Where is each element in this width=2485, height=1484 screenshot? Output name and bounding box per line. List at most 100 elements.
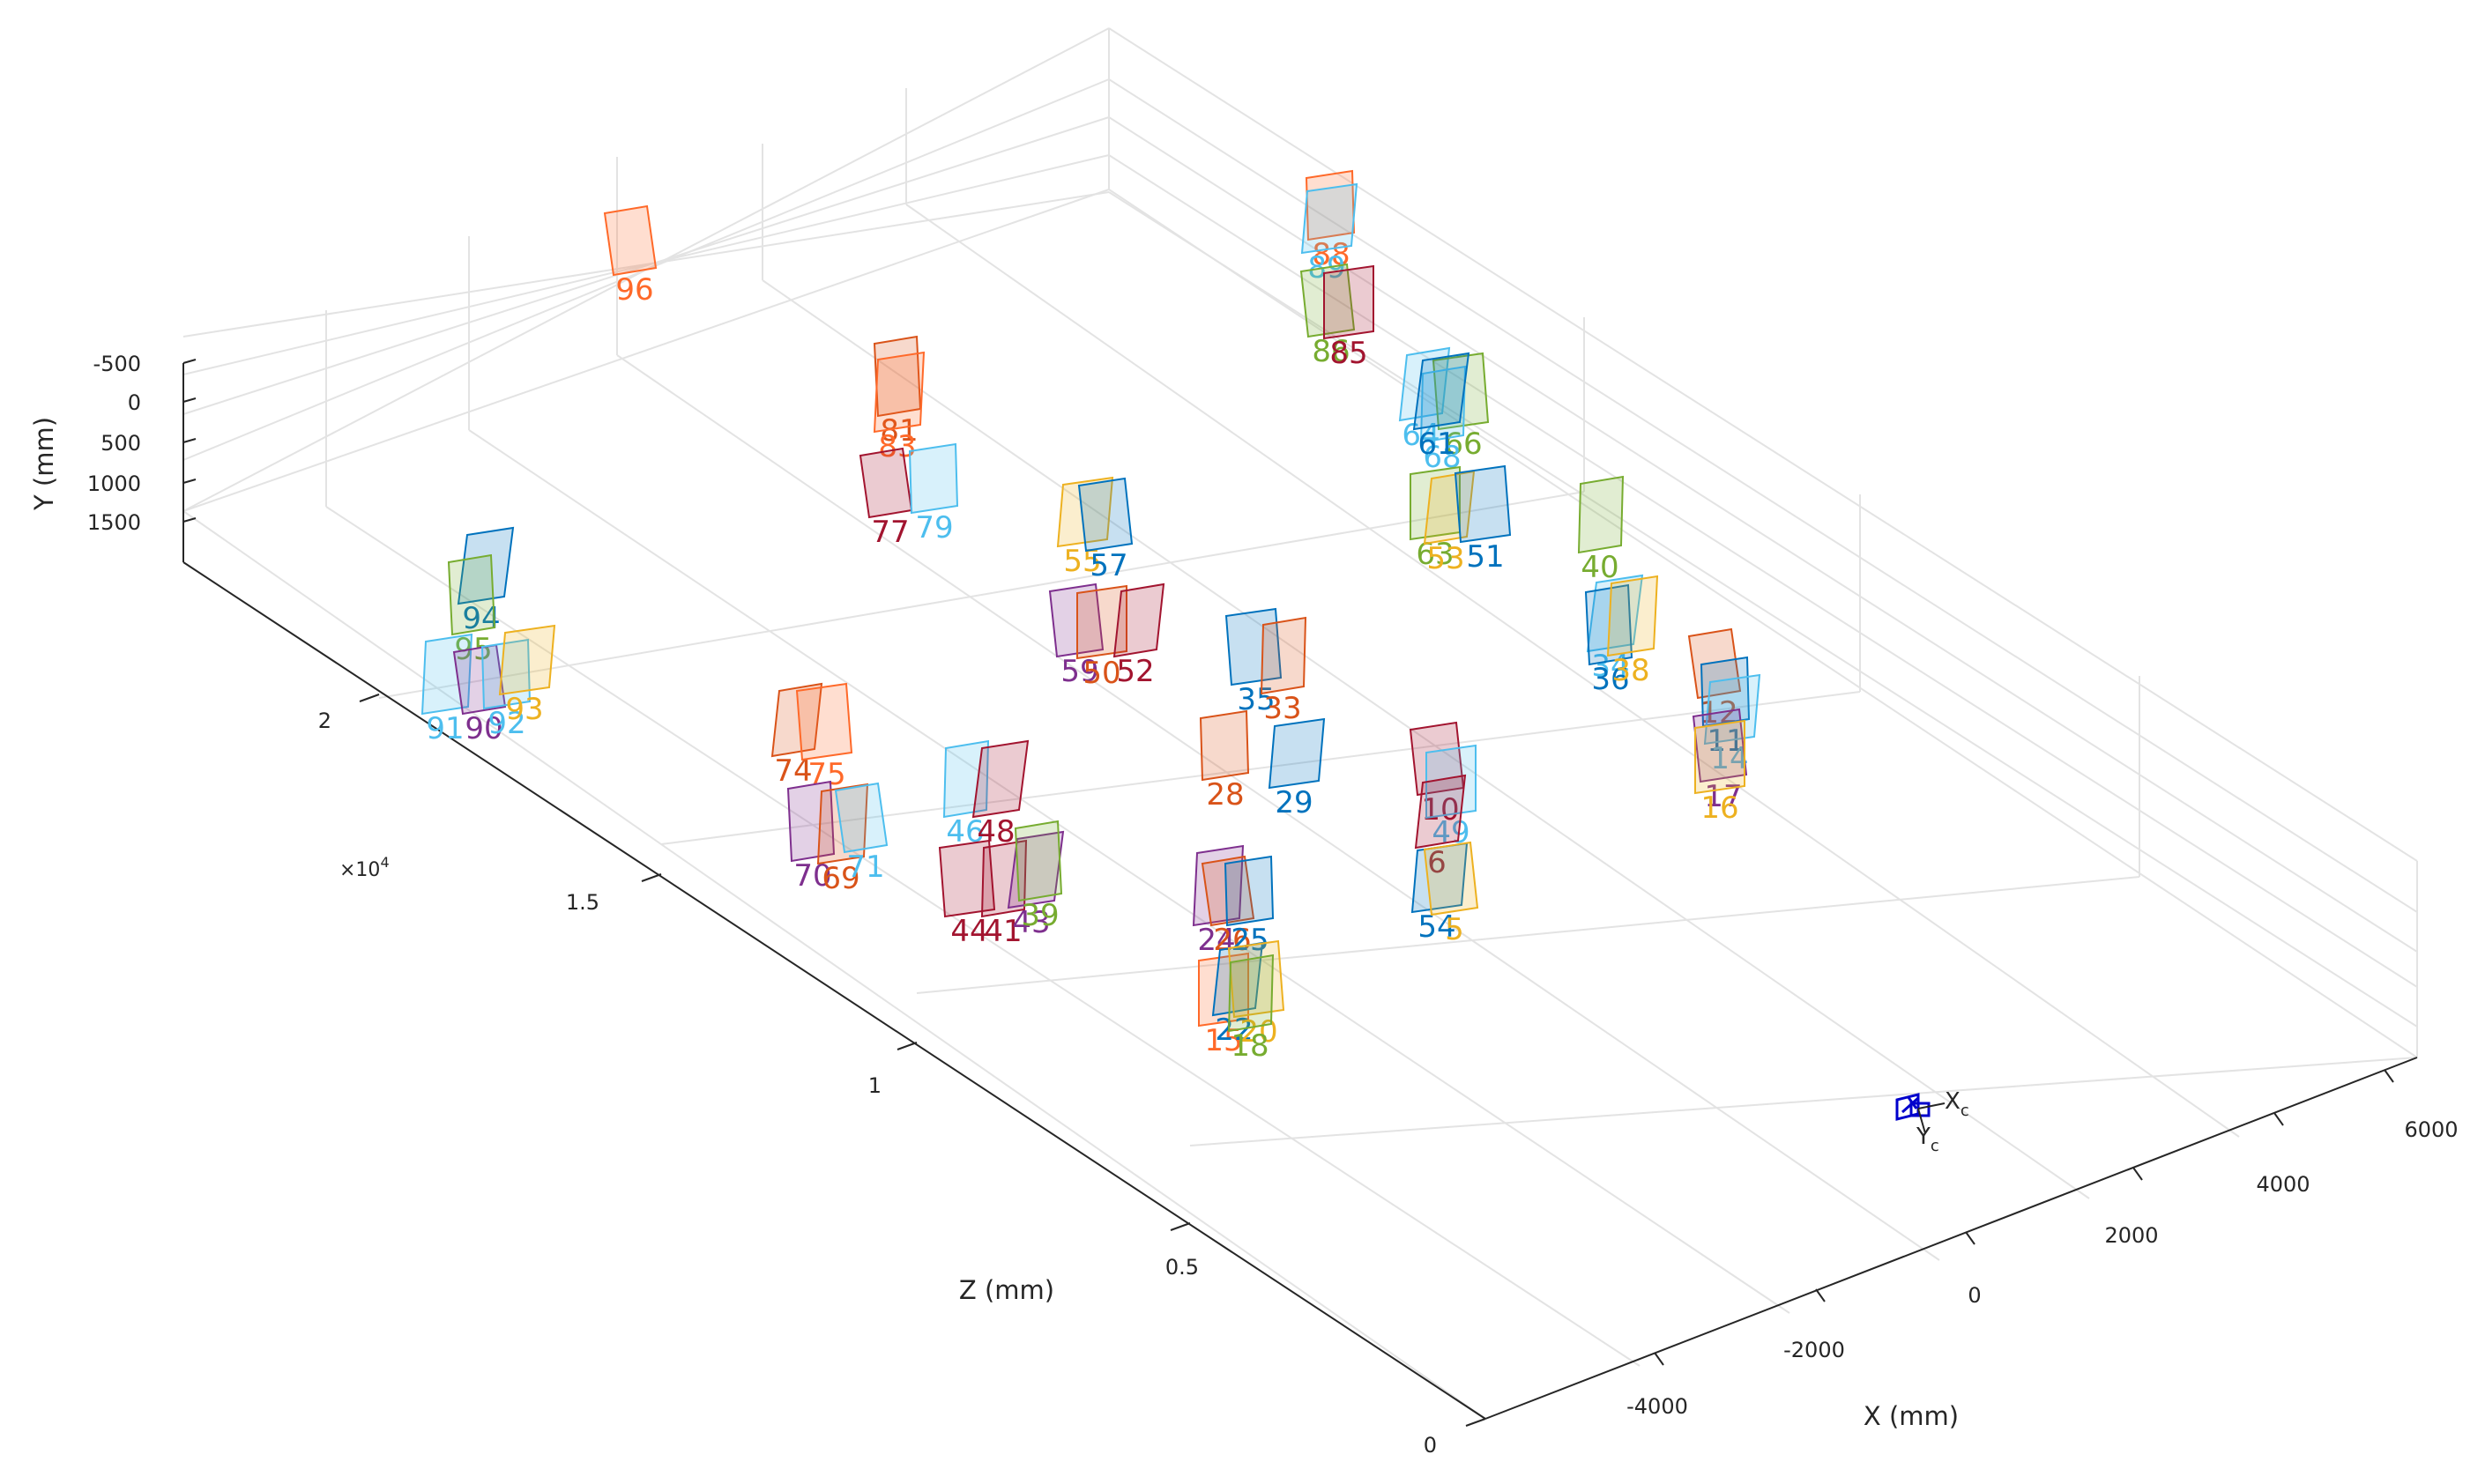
x-axis-label: X (mm) [1864, 1401, 1959, 1431]
board-label: 92 [487, 706, 525, 741]
x-axis-ticks: -4000 -2000 0 2000 4000 6000 [1626, 1069, 2459, 1419]
calibration-board [1423, 470, 1476, 545]
calibration-board [1056, 476, 1114, 548]
board-label: 33 [1263, 691, 1301, 726]
camera-y-label: Yc [1916, 1124, 1939, 1155]
calibration-board [770, 682, 823, 758]
z-tick-label: 1 [868, 1073, 882, 1098]
board-label: 90 [465, 711, 502, 746]
calibration-board [1432, 352, 1490, 431]
board-label: 51 [1466, 539, 1504, 575]
calibration-board [1201, 855, 1255, 927]
board-label: 96 [615, 272, 653, 308]
calibration-board [447, 553, 496, 636]
x-tick-label: -2000 [1783, 1338, 1845, 1362]
board-label: 43 [1012, 905, 1050, 940]
camera-marker: Xc Yc [1895, 1088, 1969, 1155]
calibration-board [1577, 475, 1625, 554]
calibration-board [1703, 673, 1761, 746]
board-label: 75 [807, 757, 845, 792]
x-tick-mark [2132, 1167, 2143, 1181]
calibration-board [942, 739, 990, 819]
board-label: 16 [1700, 790, 1738, 826]
z-tick-mark [359, 694, 380, 702]
x-axis-line [1484, 1057, 2418, 1420]
calibration-board [1224, 607, 1283, 686]
board-label: 70 [793, 858, 831, 894]
calibration-board [1305, 169, 1356, 241]
board-label: 93 [505, 692, 543, 727]
board-label: 85 [1329, 336, 1367, 371]
y-tick-label: 1500 [87, 510, 141, 535]
calibration-board [1692, 708, 1748, 783]
y-axis-ticks: -500 0 500 1000 1500 [87, 352, 197, 535]
board-label: 39 [1021, 898, 1059, 933]
board-label: 77 [871, 515, 909, 550]
x-tick-label: 6000 [2404, 1117, 2458, 1142]
x-tick-label: 4000 [2256, 1172, 2310, 1197]
calibration-board [603, 204, 658, 277]
board-label: 18 [1231, 1028, 1269, 1064]
y-tick-mark [182, 517, 197, 523]
board-label: 10 [1421, 792, 1459, 827]
board-label: 71 [846, 850, 884, 885]
z-tick-mark [897, 1042, 918, 1050]
x-tick-mark [1965, 1231, 1975, 1245]
board-label: 91 [426, 711, 464, 746]
board-label: 28 [1206, 777, 1244, 812]
calibration-board [1260, 616, 1307, 695]
calibration-board [1076, 584, 1127, 660]
board-label: 44 [950, 914, 988, 949]
board-label: 17 [1704, 779, 1742, 814]
board-label: 41 [984, 914, 1022, 949]
z-tick-label: 0 [1424, 1433, 1437, 1458]
board-label: 86 [1312, 334, 1350, 369]
board-label: 14 [1710, 741, 1748, 776]
calibration-board [816, 783, 869, 865]
calibration-board [1199, 709, 1250, 782]
x-tick-label: -4000 [1626, 1394, 1688, 1419]
calibration-board [1694, 719, 1745, 795]
calibration-board [1007, 830, 1065, 909]
z-tick-mark [1465, 1418, 1486, 1427]
y-tick-mark [182, 359, 197, 364]
board-label: 69 [822, 861, 859, 896]
z-exponent-label: ×104 [339, 854, 390, 881]
y-tick-label: 1000 [87, 471, 141, 496]
y-tick-label: 500 [100, 431, 141, 456]
calibration-board [1112, 582, 1165, 658]
calibration-board [1227, 953, 1275, 1033]
z-tick-label: 2 [318, 709, 331, 733]
board-label: 6 [1427, 845, 1447, 880]
calibration-board [1423, 841, 1479, 916]
z-tick-label: 1.5 [566, 890, 599, 915]
calibration-board [1454, 464, 1512, 544]
board-label: 38 [1611, 653, 1649, 688]
board-label: 5 [1445, 912, 1464, 947]
x-tick-mark [2273, 1112, 2284, 1126]
calibration-board [1414, 774, 1467, 850]
board-label: 59 [1060, 654, 1098, 689]
calibration-board [1268, 717, 1326, 790]
camera-x-label: Xc [1945, 1088, 1969, 1120]
z-tick-mark [641, 873, 662, 882]
board-label: 54 [1417, 909, 1455, 945]
calibration-board [498, 624, 556, 696]
board-label: 52 [1116, 654, 1154, 689]
z-axis-ticks: 0 0.5 1 1.5 2 [318, 694, 1486, 1458]
calibration-board [786, 780, 836, 863]
calibration-board [873, 351, 926, 434]
calibration-board [938, 839, 996, 918]
calibration-board [457, 526, 515, 605]
calibration-board [859, 447, 913, 519]
z-tick-label: 0.5 [1165, 1255, 1199, 1280]
x-tick-mark [1654, 1352, 1664, 1366]
board-label: 61 [1417, 427, 1455, 462]
y-tick-mark [182, 397, 197, 403]
y-axis-label: Y (mm) [29, 417, 59, 511]
board-label: 36 [1591, 662, 1629, 697]
y-tick-mark [182, 438, 197, 443]
x-tick-mark [2384, 1069, 2394, 1083]
